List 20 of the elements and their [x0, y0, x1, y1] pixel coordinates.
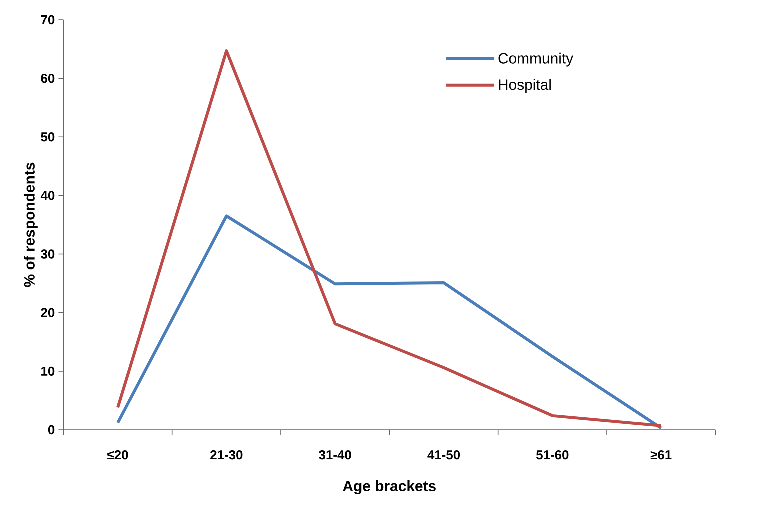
y-tick-label: 40	[40, 191, 55, 200]
x-tick-label: ≥61	[650, 450, 672, 460]
line-series	[116, 50, 663, 428]
x-tick-label: 31-40	[319, 450, 352, 460]
legend-label: Community	[498, 52, 574, 67]
y-axis-title: % of respondents	[24, 162, 38, 288]
y-tick-label: 70	[41, 15, 55, 25]
x-tick-label: 41-50	[428, 450, 460, 460]
legend-label: Hospital	[499, 79, 551, 94]
x-axis-title: Age brackets	[343, 480, 436, 495]
x-tick-label: ≤20	[108, 450, 128, 460]
y-tick-label: 60	[41, 74, 55, 84]
y-tick-label: 20	[41, 308, 55, 318]
line-series	[116, 214, 663, 430]
y-tick-label: 0	[48, 425, 55, 435]
y-tick-label: 10	[42, 366, 55, 376]
x-tick-label: 21-30	[210, 450, 243, 460]
y-tick-label: 30	[41, 250, 55, 259]
y-tick-label: 50	[41, 132, 55, 142]
x-tick-label: 51-60	[536, 450, 569, 460]
